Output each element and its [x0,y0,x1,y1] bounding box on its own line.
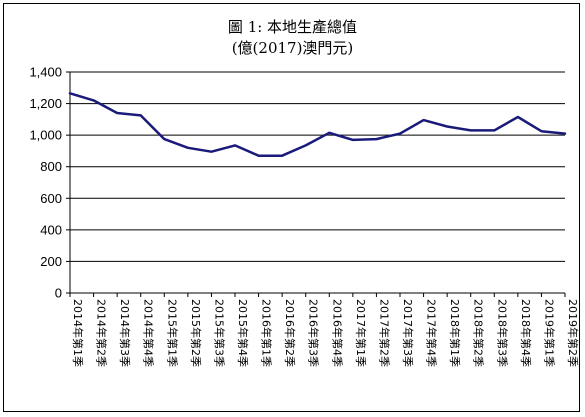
data-point [470,129,472,132]
x-tick-label: 2017年第1季 [354,299,368,367]
data-point [517,116,519,118]
data-point [163,138,165,140]
data-point [69,92,71,94]
x-tick-label: 2014年第3季 [118,299,132,367]
data-point [234,144,236,147]
data-point [281,155,283,157]
y-tick-label: 0 [55,286,62,301]
x-tick-label: 2016年第3季 [307,299,321,367]
chart-frame [3,3,580,412]
data-point [352,139,354,141]
data-point [540,130,543,132]
x-tick-label: 2017年第4季 [425,299,439,367]
data-point [446,125,448,128]
y-tick-label: 600 [40,191,62,206]
y-tick-label: 1,000 [29,128,62,143]
data-point [399,132,401,135]
data-point [257,155,260,157]
x-tick-label: 2015年第1季 [165,299,179,367]
chart-subtitle: (億(2017)澳門元) [231,39,354,57]
x-tick-label: 2015年第2季 [189,299,203,367]
gridlines [70,71,565,262]
y-tick-label: 1,200 [29,96,62,111]
data-point [564,132,566,135]
y-tick-label: 800 [40,159,62,174]
data-point [92,99,95,102]
y-tick-labels: 0 200 400 600 800 1,000 1,200 1,400 [29,65,62,301]
x-tick-label: 2016年第1季 [260,299,274,367]
y-tick-label: 1,400 [29,65,62,80]
axes [66,71,566,297]
data-point [422,119,425,121]
data-point [305,144,307,147]
data-point [140,114,142,117]
data-point [187,147,189,149]
series-lines [68,92,567,157]
x-tick-label: 2015年第3季 [212,299,226,367]
x-tick-label: 2018年第3季 [495,299,509,367]
x-tick-label: 2016年第2季 [283,299,297,367]
x-tick-label: 2015年第4季 [236,299,250,367]
x-tick-label: 2018年第1季 [448,299,462,367]
data-point [116,112,118,114]
x-tick-labels: 2014年第1季 2014年第2季 2014年第3季 2014年第4季 2015年第1季… [71,299,580,367]
x-tick-label: 2018年第2季 [472,299,486,367]
data-point [328,132,330,134]
x-tick-label: 2014年第4季 [142,299,156,367]
y-tick-label: 200 [40,254,62,269]
series-line [68,92,567,157]
data-point [210,151,213,153]
x-tick-label: 2019年第1季 [542,299,556,367]
x-tick-label: 2019年第2季 [566,299,580,367]
chart-title: 圖 1: 本地生產總值 [227,18,358,36]
x-tick-label: 2017年第2季 [377,299,391,367]
x-tick-label: 2014年第1季 [71,299,85,367]
data-point [375,138,378,140]
x-tick-label: 2017年第3季 [401,299,415,367]
x-tick-label: 2016年第4季 [330,299,344,367]
x-tick-label: 2014年第2季 [95,299,109,367]
x-tick-label: 2018年第4季 [519,299,533,367]
data-point [493,129,495,132]
y-tick-label: 400 [40,222,62,237]
